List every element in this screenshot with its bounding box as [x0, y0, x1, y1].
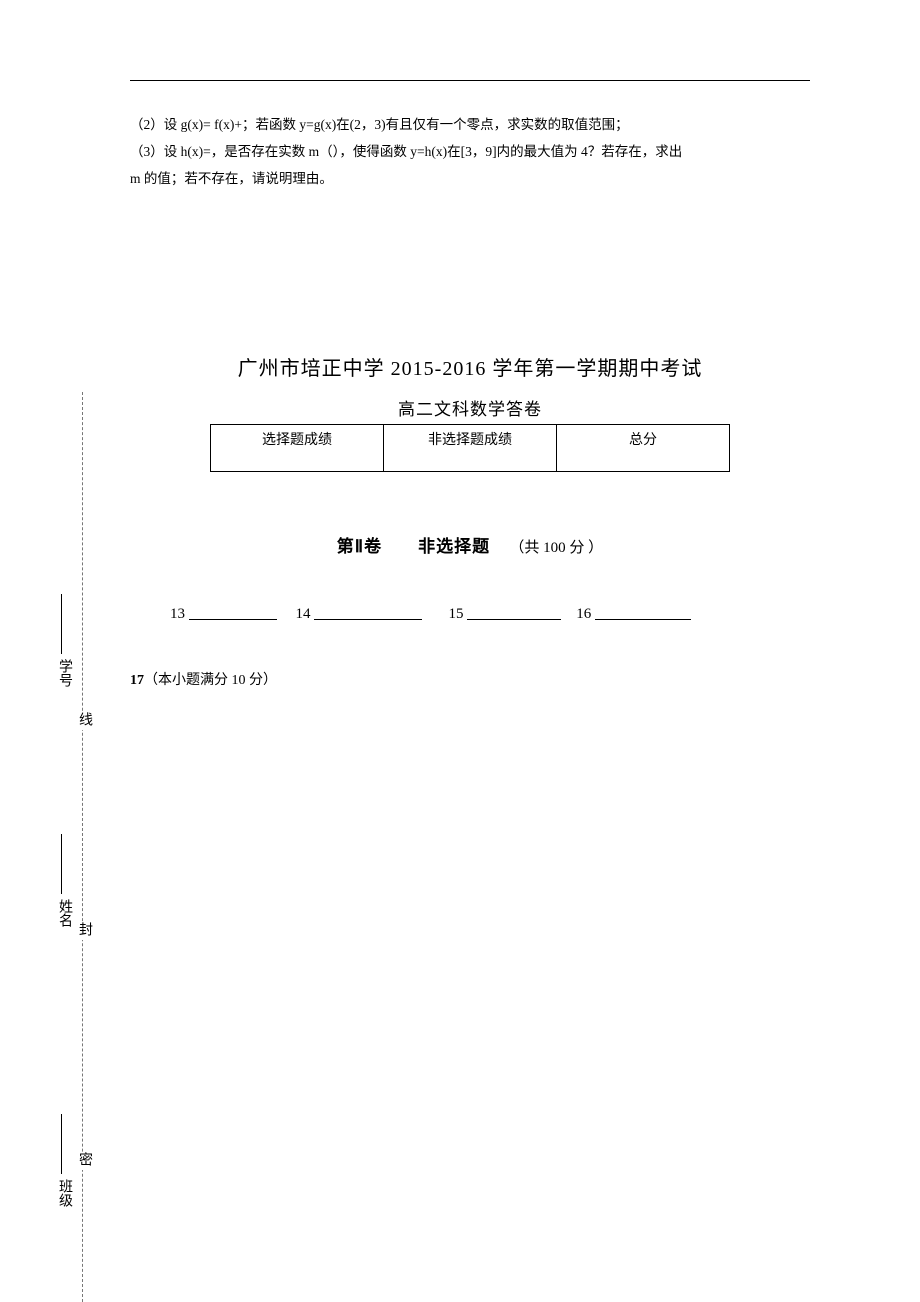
intro-paragraphs: （2）设 g(x)= f(x)+；若函数 y=g(x)在(2，3)有且仅有一个零… — [130, 111, 810, 192]
field-name-underline — [61, 834, 62, 894]
intro-line-3: m 的值；若不存在，请说明理由。 — [130, 165, 810, 192]
blank-label-14: 14 — [296, 606, 311, 622]
field-class-underline — [61, 1114, 62, 1174]
field-name-text: 姓名 — [54, 899, 74, 927]
blank-16 — [595, 605, 691, 620]
q17-points: （本小题满分 10 分） — [144, 673, 277, 688]
question-17-heading: 17（本小题满分 10 分） — [130, 669, 810, 689]
blank-13 — [189, 605, 277, 620]
blank-label-16: 16 — [576, 606, 591, 622]
score-col-total: 总分 — [557, 425, 730, 472]
page-top-rule — [130, 80, 810, 81]
score-table-row: 选择题成绩 非选择题成绩 总分 — [211, 425, 730, 472]
binding-field-class: 班级 — [54, 1112, 74, 1212]
binding-char-mi: 密 — [74, 1152, 94, 1170]
score-col-nonmc: 非选择题成绩 — [384, 425, 557, 472]
section-ii-heading: 第Ⅱ卷 非选择题 （共 100 分 ） — [130, 532, 810, 557]
section-ii-points: （共 100 分 ） — [509, 540, 603, 556]
exam-subtitle: 高二文科数学答卷 — [130, 395, 810, 420]
field-class-text: 班级 — [54, 1179, 74, 1207]
blank-label-13: 13 — [170, 606, 185, 622]
blank-14 — [314, 605, 422, 620]
blank-label-15: 15 — [449, 606, 464, 622]
fill-in-blanks-row: 13 14 15 16 — [170, 603, 810, 623]
intro-line-2: （3）设 h(x)=，是否存在实数 m（），使得函数 y=h(x)在[3，9]内… — [130, 138, 810, 165]
binding-strip: 线 封 密 学号 姓名 班级 — [60, 392, 110, 1302]
binding-char-xian: 线 — [74, 712, 94, 730]
field-id-text: 学号 — [54, 659, 74, 687]
blank-15 — [467, 605, 561, 620]
field-id-underline — [61, 594, 62, 654]
q17-number: 17 — [130, 673, 144, 688]
section-ii-label: 第Ⅱ卷 非选择题 — [337, 537, 490, 556]
binding-field-name: 姓名 — [54, 832, 74, 932]
intro-line-1: （2）设 g(x)= f(x)+；若函数 y=g(x)在(2，3)有且仅有一个零… — [130, 111, 810, 138]
score-col-mc: 选择题成绩 — [211, 425, 384, 472]
binding-char-feng: 封 — [74, 922, 94, 940]
binding-field-id: 学号 — [54, 592, 74, 692]
score-table: 选择题成绩 非选择题成绩 总分 — [210, 424, 730, 472]
exam-title: 广州市培正中学 2015-2016 学年第一学期期中考试 — [130, 352, 810, 381]
page-content: （2）设 g(x)= f(x)+；若函数 y=g(x)在(2，3)有且仅有一个零… — [0, 0, 920, 729]
